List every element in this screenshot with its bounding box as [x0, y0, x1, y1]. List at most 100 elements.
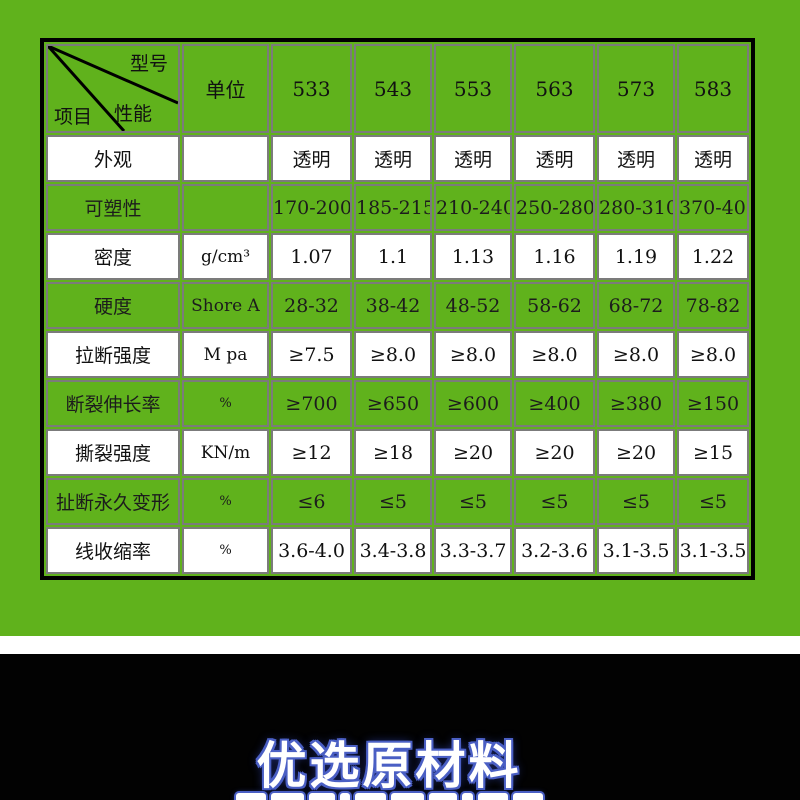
cell-value: ≥8.0 [597, 331, 675, 378]
glyph-fragment [477, 793, 508, 800]
row-unit: % [182, 478, 269, 525]
cell-value: 1.16 [514, 233, 595, 280]
table-row: 可塑性 170-200 185-215 210-240 250-280 280-… [46, 184, 749, 231]
cell-value: ≥7.5 [271, 331, 352, 378]
table-row: 外观 透明 透明 透明 透明 透明 透明 [46, 135, 749, 182]
row-label: 撕裂强度 [46, 429, 180, 476]
unit-column-header: 单位 [182, 44, 269, 133]
row-label: 可塑性 [46, 184, 180, 231]
cell-value: ≥20 [514, 429, 595, 476]
cell-value: ≥12 [271, 429, 352, 476]
table-row: 硬度 Shore A 28-32 38-42 48-52 58-62 68-72… [46, 282, 749, 329]
table-row: 扯断永久变形 % ≤6 ≤5 ≤5 ≤5 ≤5 ≤5 [46, 478, 749, 525]
row-unit: % [182, 527, 269, 574]
row-unit: Shore A [182, 282, 269, 329]
row-unit [182, 184, 269, 231]
model-column-header: 563 [514, 44, 595, 133]
glyph-fragment [428, 793, 457, 800]
cell-value: 250-280 [514, 184, 595, 231]
cell-value: ≥18 [354, 429, 432, 476]
table-row: 撕裂强度 KN/m ≥12 ≥18 ≥20 ≥20 ≥20 ≥15 [46, 429, 749, 476]
cell-value: 透明 [354, 135, 432, 182]
corner-property-label: 性能 [114, 103, 153, 125]
cell-value: 210-240 [434, 184, 512, 231]
diagonal-divider-icon [48, 46, 178, 131]
footer-headline: 优选原材料 [256, 737, 522, 795]
row-label: 线收缩率 [46, 527, 180, 574]
row-unit: % [182, 380, 269, 427]
table-row: 密度 g/cm³ 1.07 1.1 1.13 1.16 1.19 1.22 [46, 233, 749, 280]
cell-value: ≤6 [271, 478, 352, 525]
row-label: 密度 [46, 233, 180, 280]
glyph-fragment [308, 793, 335, 800]
cell-value: ≤5 [354, 478, 432, 525]
table-row: 断裂伸长率 % ≥700 ≥650 ≥600 ≥400 ≥380 ≥150 [46, 380, 749, 427]
cell-value: 透明 [677, 135, 749, 182]
row-label: 扯断永久变形 [46, 478, 180, 525]
row-unit: M pa [182, 331, 269, 378]
cell-value: ≥8.0 [434, 331, 512, 378]
model-column-header: 533 [271, 44, 352, 133]
row-unit: g/cm³ [182, 233, 269, 280]
cell-value: 38-42 [354, 282, 432, 329]
cell-value: 68-72 [597, 282, 675, 329]
header-row: 型号 性能 项目 单位 533 543 553 563 573 583 [46, 44, 749, 133]
spec-table: 型号 性能 项目 单位 533 543 553 563 573 583 外观 透… [40, 38, 755, 580]
row-unit [182, 135, 269, 182]
cell-value: ≥700 [271, 380, 352, 427]
row-label: 外观 [46, 135, 180, 182]
corner-cell: 型号 性能 项目 [46, 44, 180, 133]
cell-value: ≥650 [354, 380, 432, 427]
cell-value: ≥20 [597, 429, 675, 476]
cell-value: 3.3-3.7 [434, 527, 512, 574]
partial-text-line [0, 793, 789, 800]
glyph-fragment [512, 793, 543, 800]
cell-value: 3.2-3.6 [514, 527, 595, 574]
cell-value: 58-62 [514, 282, 595, 329]
footer-panel [0, 654, 800, 800]
glyph-fragment [390, 793, 424, 800]
cell-value: ≥15 [677, 429, 749, 476]
glyph-fragment [339, 793, 350, 800]
cell-value: ≥150 [677, 380, 749, 427]
cell-value: 透明 [271, 135, 352, 182]
cell-value: ≥8.0 [354, 331, 432, 378]
cell-value: ≤5 [597, 478, 675, 525]
corner-model-label: 型号 [129, 53, 168, 75]
row-label: 断裂伸长率 [46, 380, 180, 427]
cell-value: 3.1-3.5 [677, 527, 749, 574]
cell-value: 78-82 [677, 282, 749, 329]
cell-value: ≥20 [434, 429, 512, 476]
cell-value: 1.13 [434, 233, 512, 280]
row-label: 拉断强度 [46, 331, 180, 378]
cell-value: 透明 [434, 135, 512, 182]
cell-value: 透明 [514, 135, 595, 182]
corner-item-label: 项目 [54, 106, 93, 128]
glyph-fragment [235, 793, 266, 800]
glyph-fragment [270, 793, 304, 800]
cell-value: ≥380 [597, 380, 675, 427]
cell-value: 28-32 [271, 282, 352, 329]
table-row: 线收缩率 % 3.6-4.0 3.4-3.8 3.3-3.7 3.2-3.6 3… [46, 527, 749, 574]
cell-value: 48-52 [434, 282, 512, 329]
cell-value: ≥8.0 [677, 331, 749, 378]
model-column-header: 553 [434, 44, 512, 133]
cell-value: ≥8.0 [514, 331, 595, 378]
table-row: 拉断强度 M pa ≥7.5 ≥8.0 ≥8.0 ≥8.0 ≥8.0 ≥8.0 [46, 331, 749, 378]
cell-value: ≤5 [434, 478, 512, 525]
cell-value: 1.07 [271, 233, 352, 280]
row-unit: KN/m [182, 429, 269, 476]
cell-value: 3.1-3.5 [597, 527, 675, 574]
cell-value: 170-200 [271, 184, 352, 231]
model-column-header: 543 [354, 44, 432, 133]
white-divider-strip [0, 636, 800, 654]
cell-value: ≤5 [514, 478, 595, 525]
glyph-fragment [461, 793, 473, 800]
cell-value: ≤5 [677, 478, 749, 525]
model-column-header: 573 [597, 44, 675, 133]
cell-value: 3.6-4.0 [271, 527, 352, 574]
cell-value: ≥600 [434, 380, 512, 427]
cell-value: ≥400 [514, 380, 595, 427]
model-column-header: 583 [677, 44, 749, 133]
